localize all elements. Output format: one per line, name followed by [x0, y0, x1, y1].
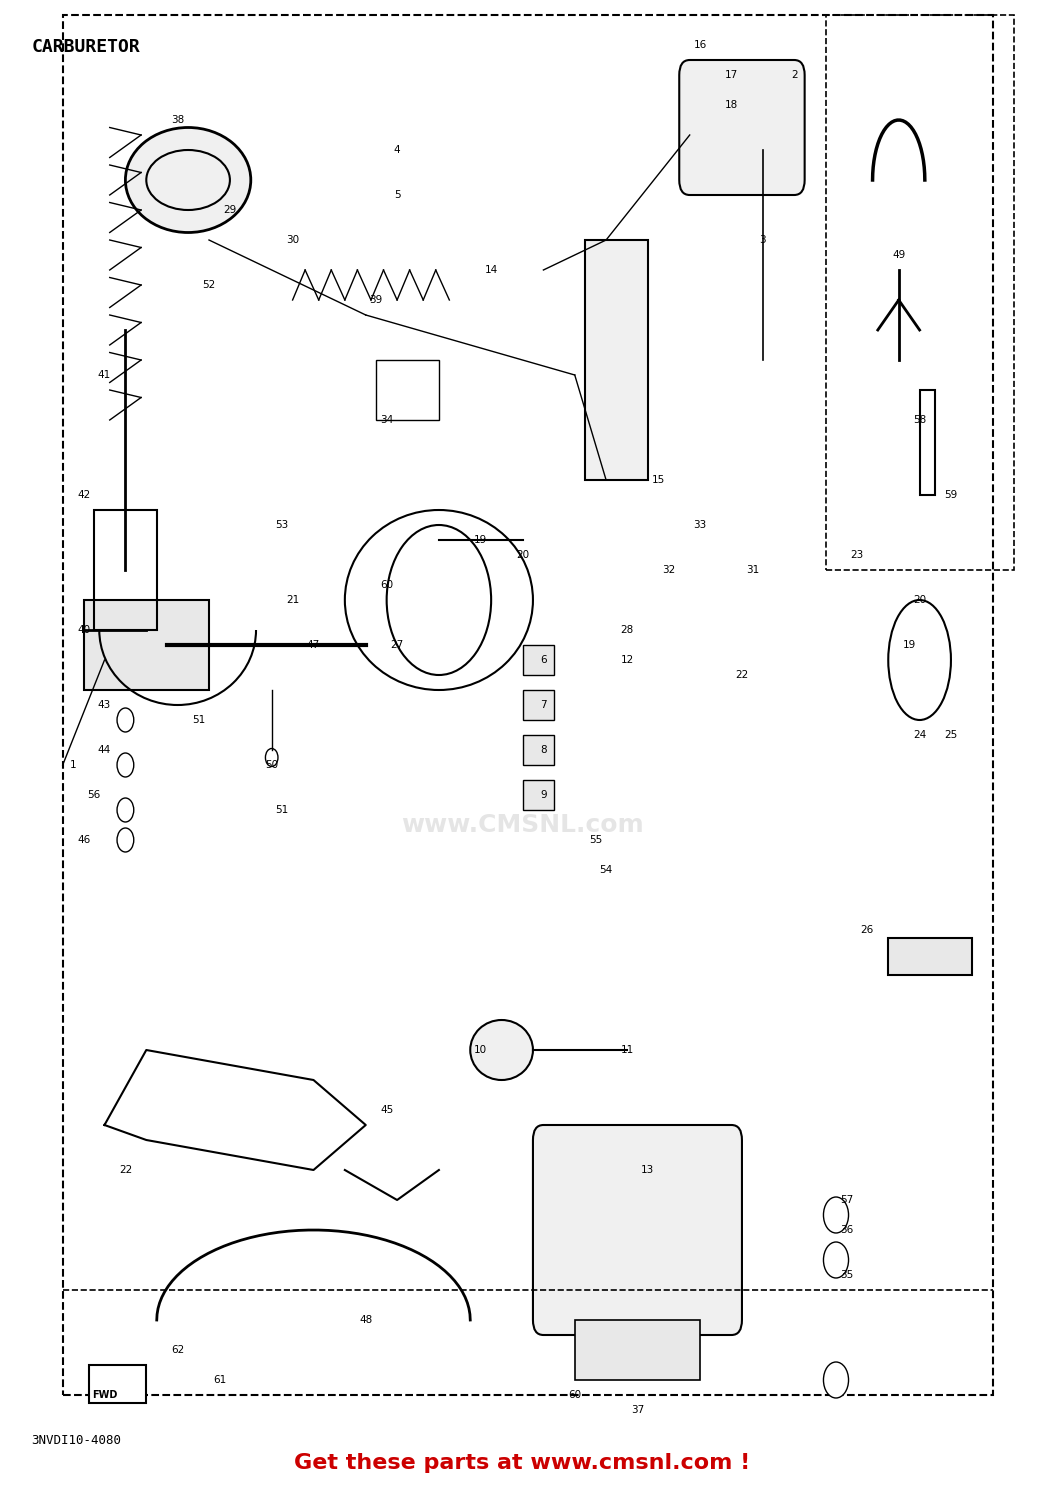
Text: 35: 35 — [840, 1270, 853, 1280]
Bar — [376, 360, 439, 420]
FancyBboxPatch shape — [533, 1125, 742, 1335]
Text: 22: 22 — [119, 1166, 132, 1174]
Text: 51: 51 — [276, 806, 288, 814]
Circle shape — [387, 525, 491, 675]
Text: 13: 13 — [642, 1166, 654, 1174]
Text: 30: 30 — [286, 236, 299, 244]
Text: CARBURETOR: CARBURETOR — [31, 38, 140, 56]
Text: www.CMSNL.com: www.CMSNL.com — [401, 813, 644, 837]
Circle shape — [823, 1197, 849, 1233]
Text: 56: 56 — [88, 790, 100, 800]
Circle shape — [117, 753, 134, 777]
Text: 50: 50 — [265, 760, 278, 770]
Text: 7: 7 — [540, 700, 547, 709]
Text: 42: 42 — [77, 490, 90, 500]
Text: 25: 25 — [945, 730, 957, 740]
Text: 29: 29 — [224, 206, 236, 214]
Text: 33: 33 — [694, 520, 706, 530]
Bar — [826, 15, 1014, 570]
Bar — [888, 938, 972, 975]
FancyBboxPatch shape — [679, 60, 805, 195]
Text: 31: 31 — [746, 566, 759, 574]
Text: 60: 60 — [380, 580, 393, 590]
Bar — [522, 780, 554, 810]
Text: 11: 11 — [621, 1046, 633, 1054]
Circle shape — [823, 1242, 849, 1278]
Circle shape — [117, 798, 134, 822]
Text: 17: 17 — [725, 70, 738, 80]
Text: 3: 3 — [760, 236, 766, 244]
Text: 53: 53 — [276, 520, 288, 530]
Text: 27: 27 — [391, 640, 403, 650]
Bar — [522, 690, 554, 720]
Text: 18: 18 — [725, 100, 738, 109]
Text: 41: 41 — [98, 370, 111, 380]
Text: 2: 2 — [791, 70, 797, 80]
Bar — [94, 510, 157, 630]
Text: 12: 12 — [621, 656, 633, 664]
Bar — [522, 645, 554, 675]
Text: 46: 46 — [77, 836, 90, 844]
Text: 26: 26 — [861, 926, 874, 934]
Text: 39: 39 — [370, 296, 382, 304]
Bar — [585, 240, 648, 480]
Text: 21: 21 — [286, 596, 299, 604]
Text: 24: 24 — [913, 730, 926, 740]
Text: 20: 20 — [913, 596, 926, 604]
Text: 49: 49 — [892, 251, 905, 260]
Text: 62: 62 — [171, 1346, 184, 1354]
Bar — [920, 390, 935, 495]
Text: 19: 19 — [474, 536, 487, 544]
Ellipse shape — [470, 1020, 533, 1080]
Text: 45: 45 — [380, 1106, 393, 1114]
Text: 19: 19 — [903, 640, 915, 650]
Text: 10: 10 — [474, 1046, 487, 1054]
Bar — [575, 1320, 700, 1380]
Text: 43: 43 — [98, 700, 111, 709]
Text: FWD: FWD — [92, 1390, 117, 1400]
Text: 47: 47 — [307, 640, 320, 650]
Text: 15: 15 — [652, 476, 665, 484]
Bar — [522, 735, 554, 765]
Text: 8: 8 — [540, 746, 547, 754]
Circle shape — [823, 1362, 849, 1398]
Text: 3NVDI10-4080: 3NVDI10-4080 — [31, 1434, 121, 1448]
Text: 38: 38 — [171, 116, 184, 124]
Bar — [84, 600, 209, 690]
Text: 48: 48 — [359, 1316, 372, 1324]
Text: 14: 14 — [485, 266, 497, 274]
Text: 37: 37 — [631, 1406, 644, 1414]
Text: 22: 22 — [736, 670, 748, 680]
FancyBboxPatch shape — [89, 1365, 146, 1402]
Text: Get these parts at www.cmsnl.com !: Get these parts at www.cmsnl.com ! — [295, 1454, 750, 1473]
Text: 54: 54 — [600, 865, 612, 874]
Text: 55: 55 — [589, 836, 602, 844]
Text: 6: 6 — [540, 656, 547, 664]
Text: 44: 44 — [98, 746, 111, 754]
Text: 51: 51 — [192, 716, 205, 724]
Circle shape — [117, 828, 134, 852]
Bar — [63, 15, 993, 1395]
Circle shape — [117, 708, 134, 732]
Text: 16: 16 — [694, 40, 706, 50]
Text: 20: 20 — [516, 550, 529, 560]
Text: 28: 28 — [621, 626, 633, 634]
Text: 1: 1 — [70, 760, 76, 770]
Text: 9: 9 — [540, 790, 547, 800]
Text: 4: 4 — [394, 146, 400, 154]
Text: 5: 5 — [394, 190, 400, 200]
Text: 40: 40 — [77, 626, 90, 634]
Text: 34: 34 — [380, 416, 393, 424]
Ellipse shape — [125, 128, 251, 232]
Text: 57: 57 — [840, 1196, 853, 1204]
Text: 60: 60 — [568, 1390, 581, 1400]
Text: 61: 61 — [213, 1376, 226, 1384]
Text: 32: 32 — [663, 566, 675, 574]
Text: 23: 23 — [851, 550, 863, 560]
Text: 36: 36 — [840, 1226, 853, 1234]
Text: 58: 58 — [913, 416, 926, 424]
Text: 59: 59 — [945, 490, 957, 500]
Text: 52: 52 — [203, 280, 215, 290]
